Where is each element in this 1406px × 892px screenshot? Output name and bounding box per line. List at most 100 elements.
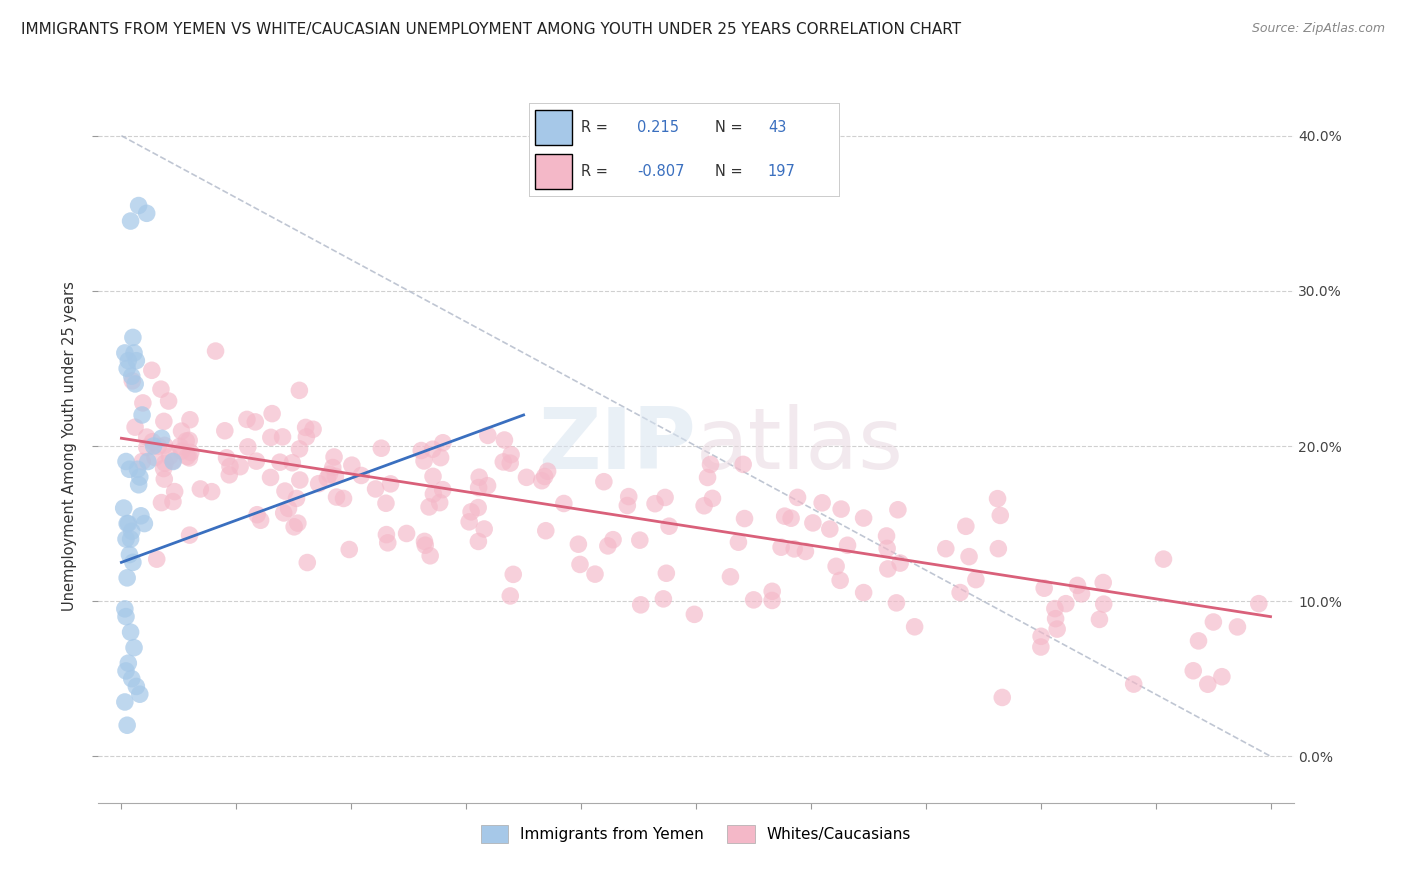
Point: [340, 458, 363, 473]
Point: [122, 330, 145, 344]
Point: [794, 544, 817, 558]
Point: [422, 487, 444, 501]
Point: [988, 508, 1011, 523]
Point: [852, 511, 875, 525]
Point: [332, 491, 354, 506]
Point: [124, 376, 146, 391]
Point: [502, 567, 524, 582]
Point: [259, 470, 281, 484]
Point: [460, 505, 482, 519]
Point: [115, 454, 138, 468]
Point: [370, 441, 392, 455]
Point: [965, 573, 987, 587]
Point: [830, 502, 852, 516]
Point: [157, 394, 180, 409]
Point: [876, 529, 898, 543]
Point: [201, 484, 224, 499]
Point: [125, 680, 148, 694]
Point: [162, 494, 184, 508]
Point: [219, 459, 242, 474]
Point: [118, 548, 141, 562]
Point: [179, 434, 201, 448]
Point: [285, 491, 308, 506]
Point: [112, 501, 135, 516]
Point: [152, 461, 174, 475]
Point: [117, 516, 139, 531]
Point: [1226, 620, 1249, 634]
Point: [125, 353, 148, 368]
Point: [375, 496, 398, 510]
Point: [115, 516, 138, 531]
Point: [115, 361, 138, 376]
Point: [288, 473, 311, 487]
Point: [773, 509, 796, 524]
Point: [630, 598, 652, 612]
Point: [135, 206, 157, 220]
Point: [325, 490, 347, 504]
Point: [683, 607, 706, 622]
Point: [1187, 634, 1209, 648]
Point: [174, 434, 197, 448]
Point: [318, 467, 340, 482]
Point: [1043, 601, 1066, 615]
Point: [115, 664, 138, 678]
Point: [176, 450, 198, 464]
Point: [825, 559, 848, 574]
Point: [569, 558, 592, 572]
Point: [616, 499, 638, 513]
Point: [118, 462, 141, 476]
Point: [727, 535, 749, 549]
Text: IMMIGRANTS FROM YEMEN VS WHITE/CAUCASIAN UNEMPLOYMENT AMONG YOUTH UNDER 25 YEARS: IMMIGRANTS FROM YEMEN VS WHITE/CAUCASIAN…: [21, 22, 962, 37]
Point: [127, 462, 149, 476]
Point: [281, 456, 304, 470]
Point: [136, 454, 159, 468]
Point: [957, 549, 980, 564]
Point: [1211, 670, 1233, 684]
Point: [477, 478, 499, 492]
Point: [302, 422, 325, 436]
Point: [395, 526, 418, 541]
Point: [128, 470, 150, 484]
Point: [190, 482, 212, 496]
Point: [269, 455, 291, 469]
Point: [422, 442, 444, 457]
Point: [876, 562, 898, 576]
Point: [783, 541, 806, 556]
Point: [986, 491, 1008, 506]
Point: [308, 476, 330, 491]
Point: [904, 620, 927, 634]
Point: [134, 516, 156, 531]
Point: [180, 445, 202, 459]
Point: [245, 415, 267, 429]
Point: [432, 435, 454, 450]
Point: [533, 469, 555, 483]
Point: [494, 433, 516, 447]
Point: [148, 439, 170, 453]
Point: [245, 454, 267, 468]
Point: [467, 534, 489, 549]
Point: [818, 522, 841, 536]
Point: [121, 672, 143, 686]
Point: [260, 430, 283, 444]
Point: [114, 695, 136, 709]
Point: [149, 382, 172, 396]
Point: [214, 424, 236, 438]
Point: [135, 430, 157, 444]
Point: [141, 363, 163, 377]
Point: [1122, 677, 1144, 691]
Point: [1092, 597, 1115, 611]
Point: [122, 555, 145, 569]
Point: [120, 625, 142, 640]
Y-axis label: Unemployment Among Youth under 25 years: Unemployment Among Youth under 25 years: [62, 281, 77, 611]
Point: [288, 384, 311, 398]
Point: [141, 434, 163, 449]
Point: [567, 537, 589, 551]
Text: ZIP: ZIP: [538, 404, 696, 488]
Point: [162, 454, 184, 468]
Point: [179, 528, 201, 542]
Point: [654, 491, 676, 505]
Point: [380, 476, 402, 491]
Point: [413, 534, 436, 549]
Point: [886, 596, 908, 610]
Point: [583, 567, 606, 582]
